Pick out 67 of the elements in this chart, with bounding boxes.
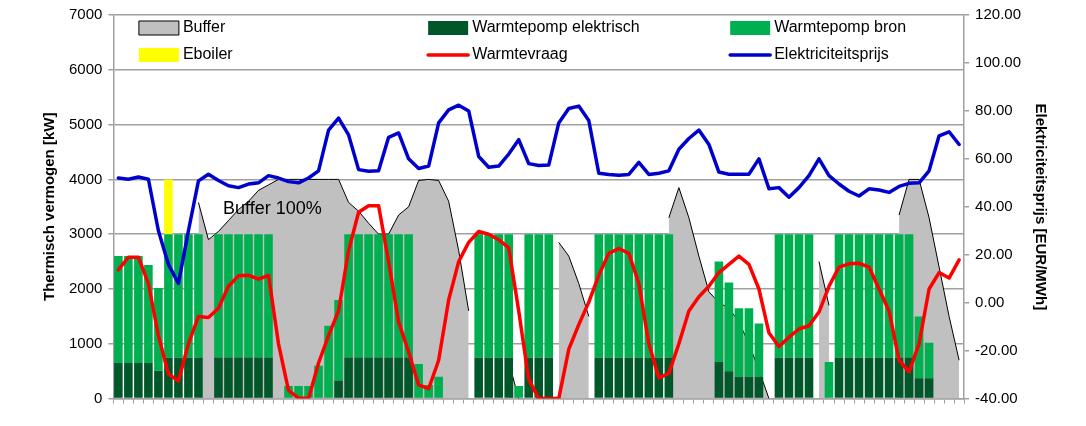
annotation: Buffer 100% <box>223 197 322 218</box>
bar <box>874 357 884 398</box>
bar <box>924 378 934 398</box>
y-tick-label: 7000 <box>68 5 103 23</box>
bar <box>884 357 894 398</box>
bar <box>734 308 744 377</box>
y2-tick-label: 120.00 <box>975 5 1022 23</box>
bar <box>854 234 864 358</box>
bar <box>774 357 784 398</box>
bar <box>714 361 724 398</box>
bar <box>914 378 924 398</box>
bar <box>614 234 624 358</box>
legend-label: Buffer <box>182 18 226 36</box>
bar <box>834 357 844 398</box>
legend-label: Elektriciteitsprijs <box>774 45 889 63</box>
y-tick-label: 5000 <box>68 114 103 132</box>
y-tick-label: 3000 <box>68 224 103 242</box>
bar <box>754 376 764 398</box>
bar <box>664 234 674 358</box>
legend-label: Eboiler <box>182 45 234 63</box>
y2-tick-label: 80.00 <box>975 101 1013 119</box>
bar <box>594 357 604 398</box>
bar <box>774 234 784 358</box>
y2-axis-title: Elektriciteitsprijs [EUR/MWh] <box>1032 103 1050 311</box>
bar <box>904 234 914 358</box>
y-axis-title: Thermisch vermogen [kW] <box>40 112 58 301</box>
bar <box>744 308 754 377</box>
y-tick-label: 0 <box>94 388 103 406</box>
bar <box>844 357 854 398</box>
y2-tick-label: 100.00 <box>975 53 1022 71</box>
bar <box>784 357 794 398</box>
bar <box>594 234 604 358</box>
legend-label: Warmtepomp elektrisch <box>472 18 640 36</box>
y-tick-label: 1000 <box>68 333 103 351</box>
bar <box>724 282 734 372</box>
bar <box>754 323 764 377</box>
y-tick-label: 4000 <box>68 169 103 187</box>
legend-label: Warmtevraag <box>472 45 568 63</box>
y2-tick-label: 20.00 <box>975 244 1013 262</box>
bar <box>604 357 614 398</box>
bar <box>794 234 804 358</box>
bar <box>624 357 634 398</box>
y2-tick-label: -40.00 <box>975 388 1018 406</box>
y-tick-label: 6000 <box>68 59 103 77</box>
bar <box>864 357 874 398</box>
bar <box>844 234 854 358</box>
bar <box>634 357 644 398</box>
y-tick-label: 2000 <box>68 279 103 297</box>
bar <box>794 357 804 398</box>
bar <box>784 234 794 358</box>
y2-tick-label: 40.00 <box>975 196 1013 214</box>
bar <box>164 179 173 235</box>
bar <box>924 342 934 379</box>
bar <box>644 357 654 398</box>
bar <box>804 357 814 398</box>
y2-tick-label: -20.00 <box>975 340 1018 358</box>
bar <box>824 361 834 398</box>
bar <box>804 234 814 358</box>
bar <box>654 234 664 358</box>
legend-label: Warmtepomp bron <box>774 18 907 36</box>
y2-tick-label: 0.00 <box>975 292 1005 310</box>
bar <box>854 357 864 398</box>
bar <box>744 376 754 398</box>
bar <box>734 376 744 398</box>
bar <box>614 357 624 398</box>
y2-tick-label: 60.00 <box>975 148 1013 166</box>
bar <box>724 371 734 398</box>
